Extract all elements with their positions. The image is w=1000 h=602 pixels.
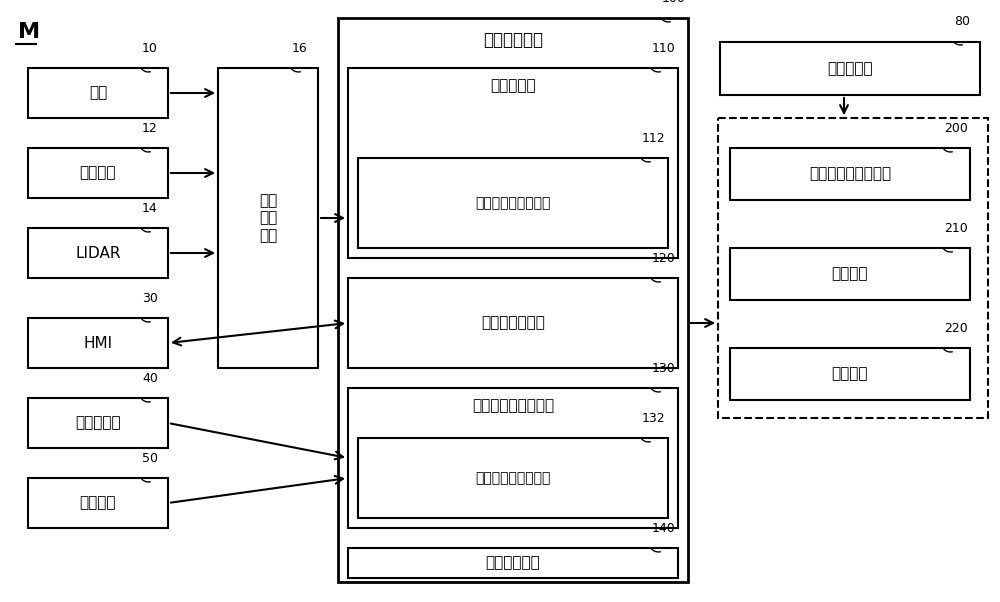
- Bar: [28, 318, 168, 368]
- Text: 220: 220: [944, 322, 968, 335]
- Text: 12: 12: [142, 122, 158, 135]
- Text: 相机: 相机: [89, 85, 107, 101]
- Bar: [730, 348, 970, 400]
- Text: 120: 120: [652, 252, 676, 265]
- Text: 可否转向躲避判定部: 可否转向躲避判定部: [475, 471, 551, 485]
- Bar: [28, 398, 168, 448]
- Bar: [28, 148, 168, 198]
- Text: 14: 14: [142, 202, 158, 215]
- Bar: [348, 548, 678, 578]
- Text: LIDAR: LIDAR: [75, 246, 121, 261]
- Text: HMI: HMI: [83, 335, 113, 350]
- Bar: [28, 68, 168, 118]
- Text: 转向躲避控制部: 转向躲避控制部: [481, 315, 545, 330]
- Bar: [730, 148, 970, 200]
- Bar: [28, 228, 168, 278]
- Text: 110: 110: [652, 42, 676, 55]
- Text: 车辆传感器: 车辆传感器: [75, 415, 121, 430]
- Text: 40: 40: [142, 372, 158, 385]
- Text: 140: 140: [652, 522, 676, 535]
- Text: 雷达装置: 雷达装置: [80, 166, 116, 181]
- Text: 100: 100: [662, 0, 686, 5]
- Text: 制动控制部: 制动控制部: [490, 78, 536, 93]
- Bar: [720, 42, 980, 95]
- Text: 驾驶支援装置: 驾驶支援装置: [483, 31, 543, 49]
- Text: 划分线识别部: 划分线识别部: [486, 556, 540, 571]
- Text: 200: 200: [944, 122, 968, 135]
- Text: 行驶驱动力输出装置: 行驶驱动力输出装置: [809, 167, 891, 181]
- Bar: [358, 158, 668, 248]
- Bar: [218, 68, 318, 368]
- Text: 导航装置: 导航装置: [80, 495, 116, 510]
- Text: 132: 132: [642, 412, 666, 425]
- Bar: [348, 68, 678, 258]
- Bar: [348, 278, 678, 368]
- Text: 转向装置: 转向装置: [832, 367, 868, 382]
- Text: 制动装置: 制动装置: [832, 267, 868, 282]
- Bar: [28, 478, 168, 528]
- Text: 112: 112: [642, 132, 666, 145]
- Text: 驾驶操作件: 驾驶操作件: [827, 61, 873, 76]
- Text: 第二预备动作控制部: 第二预备动作控制部: [472, 399, 554, 414]
- Text: 80: 80: [954, 15, 970, 28]
- Bar: [348, 388, 678, 528]
- Text: 50: 50: [142, 452, 158, 465]
- Text: 10: 10: [142, 42, 158, 55]
- Bar: [358, 438, 668, 518]
- Text: M: M: [18, 22, 40, 42]
- Bar: [730, 248, 970, 300]
- Text: 130: 130: [652, 362, 676, 375]
- Bar: [718, 118, 988, 418]
- Bar: [338, 18, 688, 582]
- Text: 16: 16: [292, 42, 308, 55]
- Text: 物体
识别
装置: 物体 识别 装置: [259, 193, 277, 243]
- Text: 210: 210: [944, 222, 968, 235]
- Text: 30: 30: [142, 292, 158, 305]
- Text: 第一预备动作控制部: 第一预备动作控制部: [475, 196, 551, 210]
